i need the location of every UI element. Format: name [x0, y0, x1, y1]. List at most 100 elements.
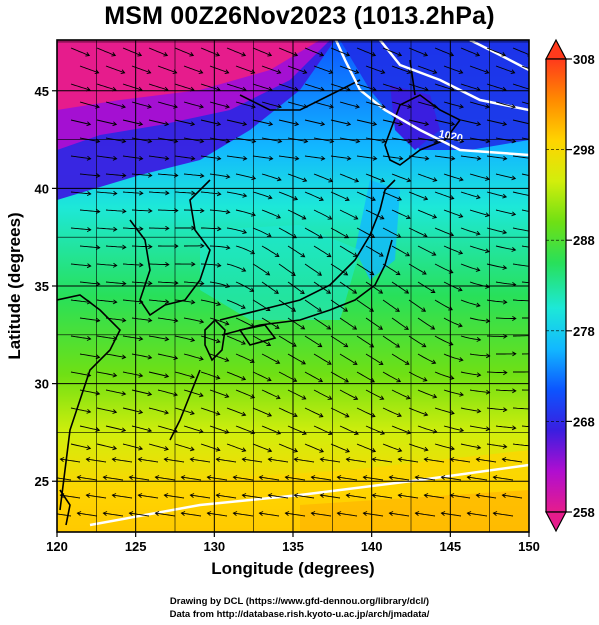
streamline-arrowhead — [405, 394, 411, 400]
streamline-arrowhead — [421, 342, 427, 348]
streamline-arrowhead — [327, 360, 332, 365]
streamline — [235, 209, 256, 216]
streamline-arrowhead — [111, 52, 117, 57]
streamline — [460, 47, 480, 56]
streamline-arrowhead — [422, 270, 427, 275]
streamline-arrowhead — [345, 493, 351, 498]
streamline-arrowhead — [450, 445, 455, 451]
streamline-arrowhead — [86, 408, 92, 414]
streamline-arrowhead — [294, 155, 300, 161]
streamline-arrowhead — [224, 357, 230, 362]
streamline-arrowhead — [266, 341, 272, 346]
streamline — [233, 476, 254, 481]
streamline — [434, 443, 455, 450]
streamline — [287, 65, 307, 74]
streamline-arrowhead — [189, 493, 195, 498]
streamline — [486, 407, 507, 411]
streamline-arrowhead — [345, 52, 351, 57]
streamline-arrowhead — [225, 174, 231, 179]
streamline-arrowhead — [215, 493, 221, 498]
streamline — [495, 65, 515, 74]
streamline-arrowhead — [242, 229, 248, 235]
streamline-arrowhead — [371, 52, 377, 57]
streamline-arrowhead — [164, 409, 169, 415]
streamline — [148, 191, 169, 194]
streamline-arrowhead — [225, 104, 230, 109]
streamline-arrowhead — [388, 475, 394, 480]
y-axis-label: Latitude (degrees) — [5, 212, 24, 359]
streamline-arrowhead — [422, 232, 428, 238]
streamline-arrowhead — [242, 155, 248, 161]
streamline — [346, 494, 367, 499]
streamline — [460, 227, 480, 235]
streamline — [261, 389, 281, 399]
streamline — [304, 119, 325, 125]
streamline — [261, 173, 282, 181]
streamline — [304, 191, 324, 201]
streamline — [261, 101, 282, 108]
streamline-arrowhead — [538, 175, 542, 179]
streamline-arrowhead — [121, 317, 127, 323]
streamline — [226, 299, 246, 309]
streamline-arrowhead — [138, 121, 144, 127]
streamline — [476, 494, 497, 499]
streamline — [96, 227, 117, 230]
streamline — [417, 65, 437, 74]
streamline — [155, 512, 176, 517]
streamline — [235, 317, 254, 328]
streamline — [434, 335, 453, 346]
streamline — [486, 119, 507, 125]
streamline — [417, 173, 437, 182]
streamline — [391, 209, 411, 219]
streamline — [183, 389, 204, 397]
streamline — [200, 407, 220, 415]
streamline — [285, 476, 306, 481]
streamline-arrowhead — [138, 299, 144, 305]
streamline-arrowhead — [241, 457, 247, 462]
streamline — [183, 317, 204, 323]
streamline-arrowhead — [449, 195, 455, 200]
streamline — [105, 173, 126, 177]
streamline — [313, 317, 331, 330]
streamline-arrowhead — [388, 511, 394, 516]
streamline — [408, 443, 428, 451]
coast-taiwan — [59, 489, 71, 526]
streamline — [148, 443, 169, 450]
streamline-arrowhead — [344, 196, 350, 202]
streamline — [408, 227, 428, 238]
streamline-arrowhead — [459, 104, 464, 109]
streamline — [70, 371, 91, 377]
x-tick-label: 135 — [282, 539, 304, 554]
streamline — [285, 512, 306, 517]
streamline — [226, 83, 247, 91]
y-tick-label: 35 — [35, 279, 49, 294]
streamline-arrowhead — [250, 429, 256, 435]
streamline — [356, 83, 377, 91]
streamline — [311, 476, 332, 481]
streamline — [339, 425, 359, 435]
streamline-arrowhead — [147, 427, 153, 433]
streamline-arrowhead — [353, 215, 359, 220]
streamline — [96, 371, 117, 377]
streamline — [382, 191, 402, 201]
streamline — [493, 512, 514, 517]
streamline-arrowhead — [85, 493, 91, 498]
streamline-arrowhead — [293, 457, 299, 462]
streamline-arrowhead — [215, 375, 221, 380]
streamline — [96, 407, 117, 413]
streamline — [391, 65, 411, 74]
streamline — [441, 512, 462, 517]
streamline — [391, 173, 411, 182]
streamline — [252, 407, 272, 417]
streamline — [261, 281, 279, 294]
streamline-arrowhead — [319, 457, 325, 462]
streamline — [96, 191, 117, 195]
streamline-arrowhead — [267, 493, 273, 498]
streamline — [174, 335, 195, 341]
streamline — [57, 477, 72, 481]
streamline — [330, 371, 349, 383]
streamline — [304, 263, 322, 276]
streamline — [174, 47, 194, 56]
streamline — [216, 494, 237, 499]
streamline-arrowhead — [484, 69, 490, 75]
